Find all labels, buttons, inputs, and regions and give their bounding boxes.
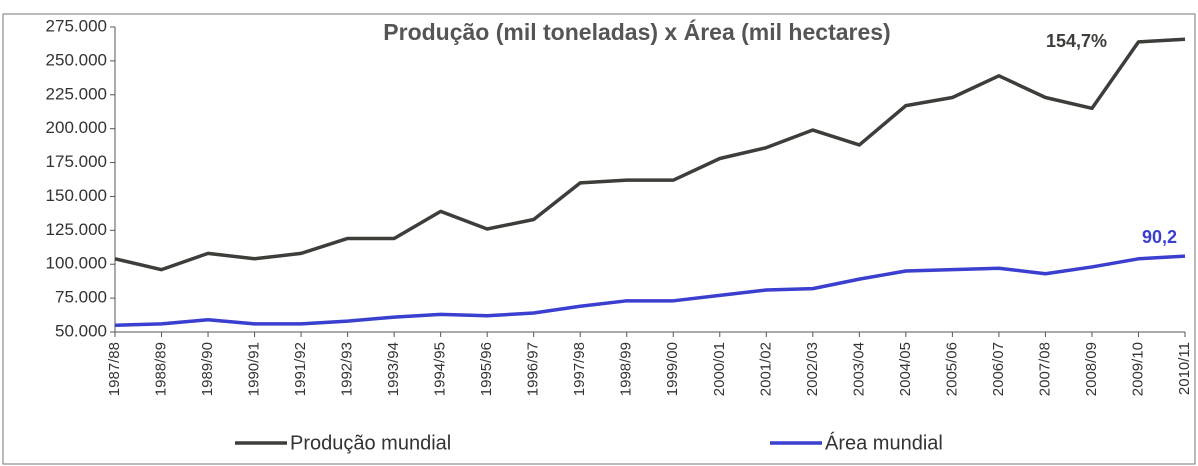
y-tick-label: 275.000 xyxy=(46,16,107,35)
x-tick-label: 1995/96 xyxy=(478,342,495,396)
x-tick-label: 2006/07 xyxy=(990,342,1007,396)
annotation: 90,2 xyxy=(1142,227,1177,247)
x-tick-label: 1988/89 xyxy=(152,342,169,396)
x-tick-label: 2005/06 xyxy=(943,342,960,396)
y-tick-label: 225.000 xyxy=(46,84,107,103)
x-tick-label: 1991/92 xyxy=(292,342,309,396)
y-tick-label: 75.000 xyxy=(55,288,107,307)
series-line xyxy=(114,37,1186,272)
chart-frame xyxy=(2,13,1196,465)
x-tick-label: 1996/97 xyxy=(525,342,542,396)
y-tick-label: 250.000 xyxy=(46,50,107,69)
y-tick-label: 200.000 xyxy=(46,118,107,137)
x-tick-label: 1998/99 xyxy=(618,342,635,396)
y-tick-label: 150.000 xyxy=(46,186,107,205)
x-tick-label: 1997/98 xyxy=(571,342,588,396)
x-tick-label: 1987/88 xyxy=(106,342,123,396)
annotation: 154,7% xyxy=(1046,31,1107,51)
x-tick-label: 1992/93 xyxy=(339,342,356,396)
legend-label: Área mundial xyxy=(825,431,943,454)
x-tick-label: 2000/01 xyxy=(711,342,728,396)
x-tick-label: 2001/02 xyxy=(757,342,774,396)
y-tick-label: 50.000 xyxy=(55,321,107,340)
x-tick-label: 1990/91 xyxy=(246,342,263,396)
x-tick-label: 2008/09 xyxy=(1083,342,1100,396)
x-tick-label: 2010/11 xyxy=(1176,342,1193,395)
x-tick-label: 2002/03 xyxy=(804,342,821,396)
x-tick-label: 2003/04 xyxy=(850,342,867,396)
x-tick-label: 2007/08 xyxy=(1036,342,1053,396)
x-tick-label: 1993/94 xyxy=(385,342,402,396)
x-tick-label: 1994/95 xyxy=(432,342,449,396)
series-line xyxy=(114,254,1186,327)
x-tick-label: 1999/00 xyxy=(664,342,681,396)
y-tick-label: 100.000 xyxy=(46,254,107,273)
chart-title: Produção (mil toneladas) x Área (mil hec… xyxy=(383,18,890,45)
legend-label: Produção mundial xyxy=(290,432,451,454)
x-tick-label: 1989/90 xyxy=(199,342,216,396)
y-tick-label: 125.000 xyxy=(46,220,107,239)
x-tick-label: 2009/10 xyxy=(1129,342,1146,396)
y-tick-label: 175.000 xyxy=(46,152,107,171)
x-tick-label: 2004/05 xyxy=(897,342,914,396)
